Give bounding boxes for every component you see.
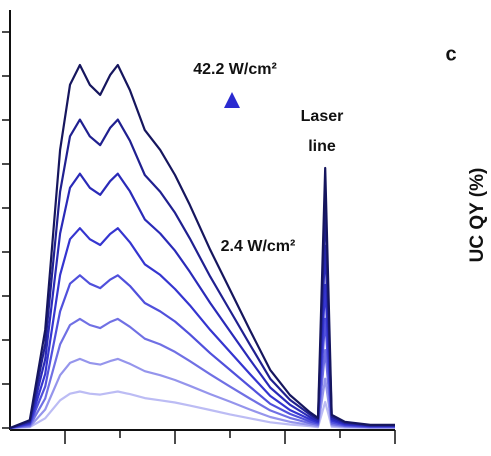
spectrum-line xyxy=(9,317,395,430)
plot-area xyxy=(2,10,396,444)
arrow-head xyxy=(224,92,240,108)
panel-label: c xyxy=(445,43,456,65)
spectrum-line xyxy=(9,118,395,430)
axis-label: UC QY (%) xyxy=(467,168,488,263)
annotation: Laser xyxy=(301,108,344,125)
annotation: 2.4 W/cm² xyxy=(221,238,296,255)
spectrum-line xyxy=(9,63,395,430)
spectrum-line xyxy=(9,357,395,430)
spectrum-line xyxy=(9,274,395,430)
annotation: line xyxy=(308,138,336,155)
annotation: 42.2 W/cm² xyxy=(193,61,277,78)
spectrum-line xyxy=(9,390,395,430)
